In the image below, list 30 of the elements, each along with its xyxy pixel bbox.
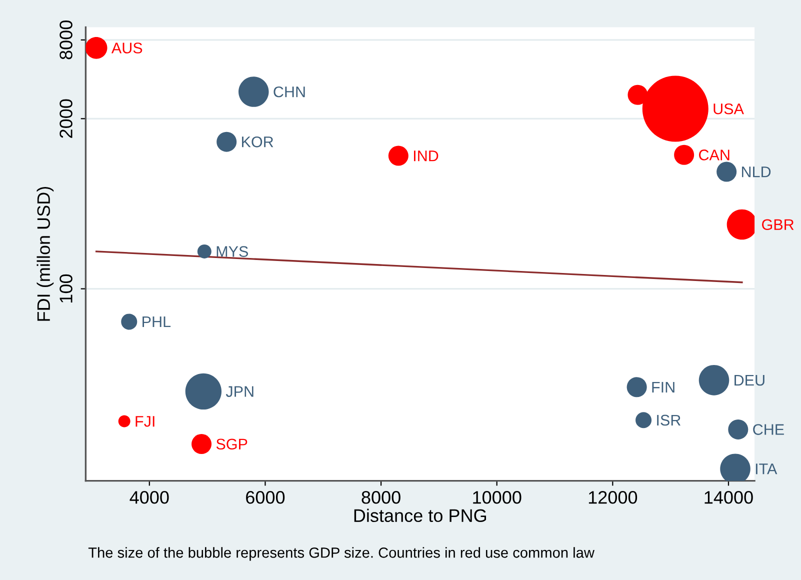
x-tick-label: 6000 — [246, 491, 285, 504]
annotation: ISR — [657, 414, 680, 426]
annotation: SGP — [216, 438, 248, 450]
annotation: FIN — [652, 382, 674, 392]
x-tick-label: 14000 — [704, 491, 753, 504]
annotation: PHL — [142, 316, 171, 328]
annotation: IND — [414, 150, 438, 162]
annotation: AUS — [111, 42, 142, 54]
annotation: ITA — [756, 464, 778, 474]
annotation: JPN — [226, 386, 254, 397]
x-tick-label: 4000 — [130, 491, 169, 504]
y-axis-title: FDI (millon USD) — [36, 186, 54, 321]
y-tick-label: 2000 — [60, 99, 72, 138]
x-axis-title: Distance to PNG — [354, 508, 486, 522]
annotation: CAN — [699, 150, 730, 160]
annotation: GBR — [762, 219, 794, 230]
annotation: NLD — [742, 166, 771, 178]
y-tick-label: 8000 — [60, 20, 72, 60]
x-tick-label: 12000 — [588, 491, 638, 504]
annotation: FJI — [136, 416, 154, 427]
x-tick-label: 10000 — [473, 491, 522, 504]
annotation: DEU — [734, 375, 764, 386]
annotation: CHE — [753, 424, 784, 435]
annotation: KOR — [242, 136, 274, 148]
text: The size of the bubble represents GDP size. Countries in red use common law — [88, 547, 594, 561]
annotation: CHN — [274, 86, 305, 98]
x-tick-label: 8000 — [362, 491, 400, 504]
annotation: USA — [714, 103, 744, 114]
y-tick-label: 100 — [60, 274, 72, 302]
annotation: MYS — [216, 246, 248, 257]
